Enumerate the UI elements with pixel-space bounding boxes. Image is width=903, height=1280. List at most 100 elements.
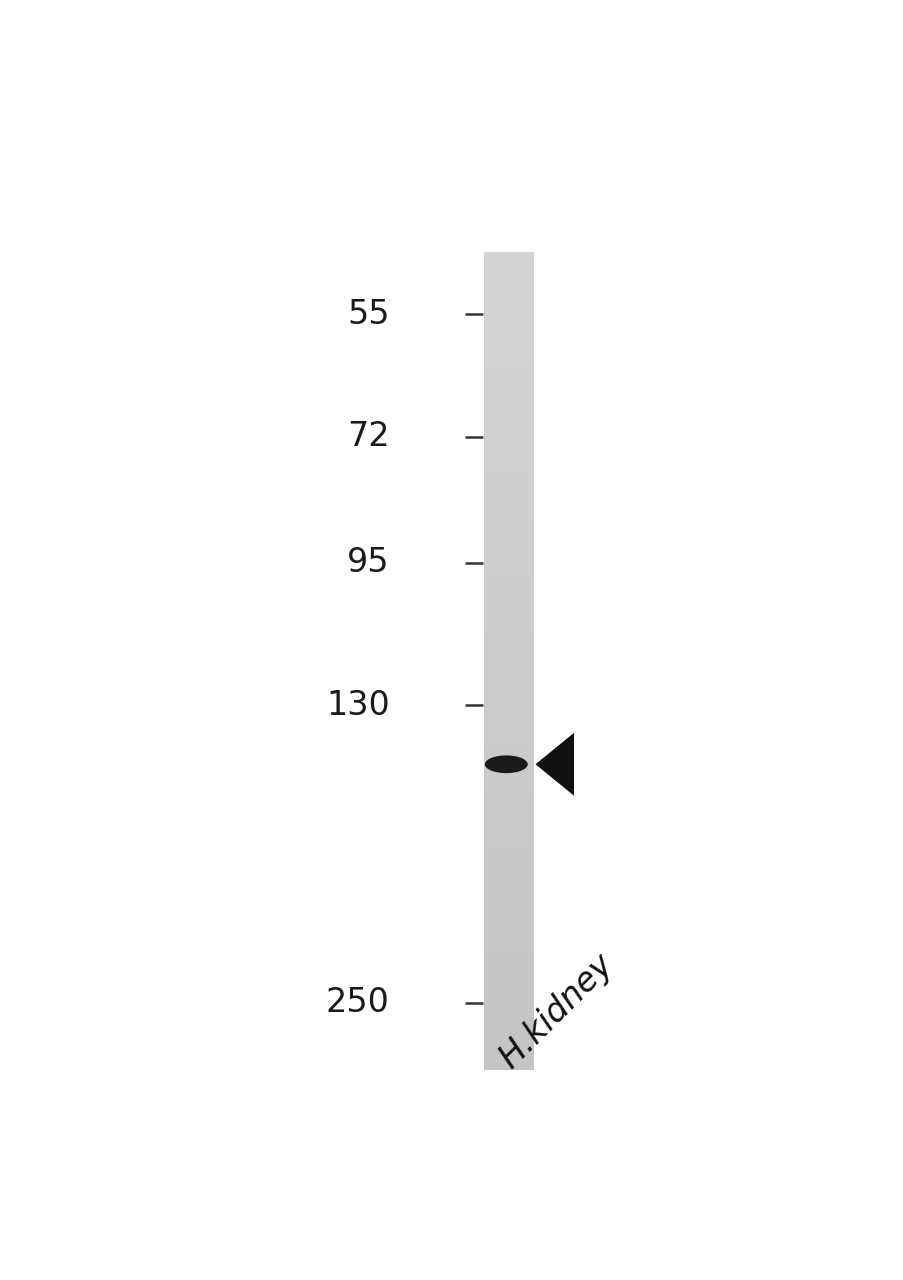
Bar: [483, 1053, 534, 1056]
Bar: [483, 923, 534, 925]
Bar: [483, 1034, 534, 1038]
Bar: [483, 1012, 534, 1015]
Bar: [483, 1038, 534, 1041]
Bar: [483, 742, 534, 746]
Bar: [483, 445, 534, 448]
Bar: [483, 844, 534, 846]
Bar: [483, 554, 534, 558]
Bar: [483, 947, 534, 950]
Bar: [483, 800, 534, 803]
Bar: [483, 351, 534, 353]
Bar: [483, 915, 534, 918]
Bar: [483, 703, 534, 705]
Bar: [483, 320, 534, 323]
Bar: [483, 411, 534, 413]
Bar: [483, 694, 534, 696]
Bar: [483, 696, 534, 699]
Bar: [483, 882, 534, 884]
Bar: [483, 865, 534, 868]
Bar: [483, 852, 534, 855]
Bar: [483, 404, 534, 407]
Bar: [483, 961, 534, 964]
Bar: [483, 640, 534, 643]
Bar: [483, 337, 534, 339]
Bar: [483, 773, 534, 776]
Bar: [483, 904, 534, 906]
Bar: [483, 952, 534, 956]
Bar: [483, 972, 534, 975]
Bar: [483, 1032, 534, 1034]
Bar: [483, 595, 534, 599]
Bar: [483, 370, 534, 372]
Bar: [483, 435, 534, 438]
Bar: [483, 607, 534, 609]
Bar: [483, 699, 534, 703]
Bar: [483, 364, 534, 366]
Bar: [483, 879, 534, 882]
Bar: [483, 344, 534, 348]
Bar: [483, 762, 534, 765]
Text: 250: 250: [325, 986, 389, 1019]
Bar: [483, 315, 534, 317]
Bar: [483, 797, 534, 800]
Bar: [483, 771, 534, 773]
Bar: [483, 448, 534, 452]
Bar: [483, 271, 534, 274]
Bar: [483, 841, 534, 844]
Bar: [483, 634, 534, 636]
Ellipse shape: [484, 755, 527, 773]
Bar: [483, 1002, 534, 1005]
Bar: [483, 580, 534, 582]
Bar: [483, 749, 534, 751]
Bar: [483, 402, 534, 404]
Bar: [483, 1005, 534, 1007]
Bar: [483, 1056, 534, 1060]
Bar: [483, 950, 534, 952]
Bar: [483, 906, 534, 909]
Bar: [483, 1019, 534, 1021]
Bar: [483, 1029, 534, 1032]
Bar: [483, 255, 534, 257]
Bar: [483, 508, 534, 511]
Bar: [483, 975, 534, 978]
Bar: [483, 959, 534, 961]
Bar: [483, 380, 534, 383]
Bar: [483, 539, 534, 541]
Bar: [483, 765, 534, 768]
Bar: [483, 901, 534, 904]
Bar: [483, 602, 534, 604]
Bar: [483, 956, 534, 959]
Bar: [483, 419, 534, 421]
Bar: [483, 759, 534, 762]
Bar: [483, 850, 534, 852]
Bar: [483, 397, 534, 399]
Bar: [483, 653, 534, 655]
Bar: [483, 298, 534, 301]
Bar: [483, 541, 534, 544]
Bar: [483, 307, 534, 310]
Bar: [483, 868, 534, 872]
Bar: [483, 252, 534, 255]
Bar: [483, 495, 534, 498]
Bar: [483, 590, 534, 593]
Bar: [483, 621, 534, 623]
Text: 130: 130: [326, 689, 389, 722]
Bar: [483, 593, 534, 595]
Bar: [483, 515, 534, 517]
Bar: [483, 740, 534, 742]
Bar: [483, 282, 534, 285]
Bar: [483, 655, 534, 658]
Bar: [483, 440, 534, 443]
Bar: [483, 737, 534, 740]
Bar: [483, 705, 534, 708]
Bar: [483, 291, 534, 293]
Bar: [483, 675, 534, 677]
Bar: [483, 392, 534, 394]
Bar: [483, 443, 534, 445]
Bar: [483, 366, 534, 370]
Bar: [483, 814, 534, 817]
Bar: [483, 571, 534, 573]
Bar: [483, 544, 534, 547]
Bar: [483, 636, 534, 640]
Bar: [483, 874, 534, 877]
